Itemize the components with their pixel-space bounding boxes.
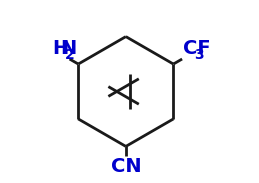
Text: 3: 3 [195,48,204,62]
Text: 2: 2 [64,48,74,62]
Text: CF: CF [183,39,211,58]
Text: CN: CN [111,157,141,176]
Text: H: H [52,39,69,58]
Text: N: N [60,39,76,58]
